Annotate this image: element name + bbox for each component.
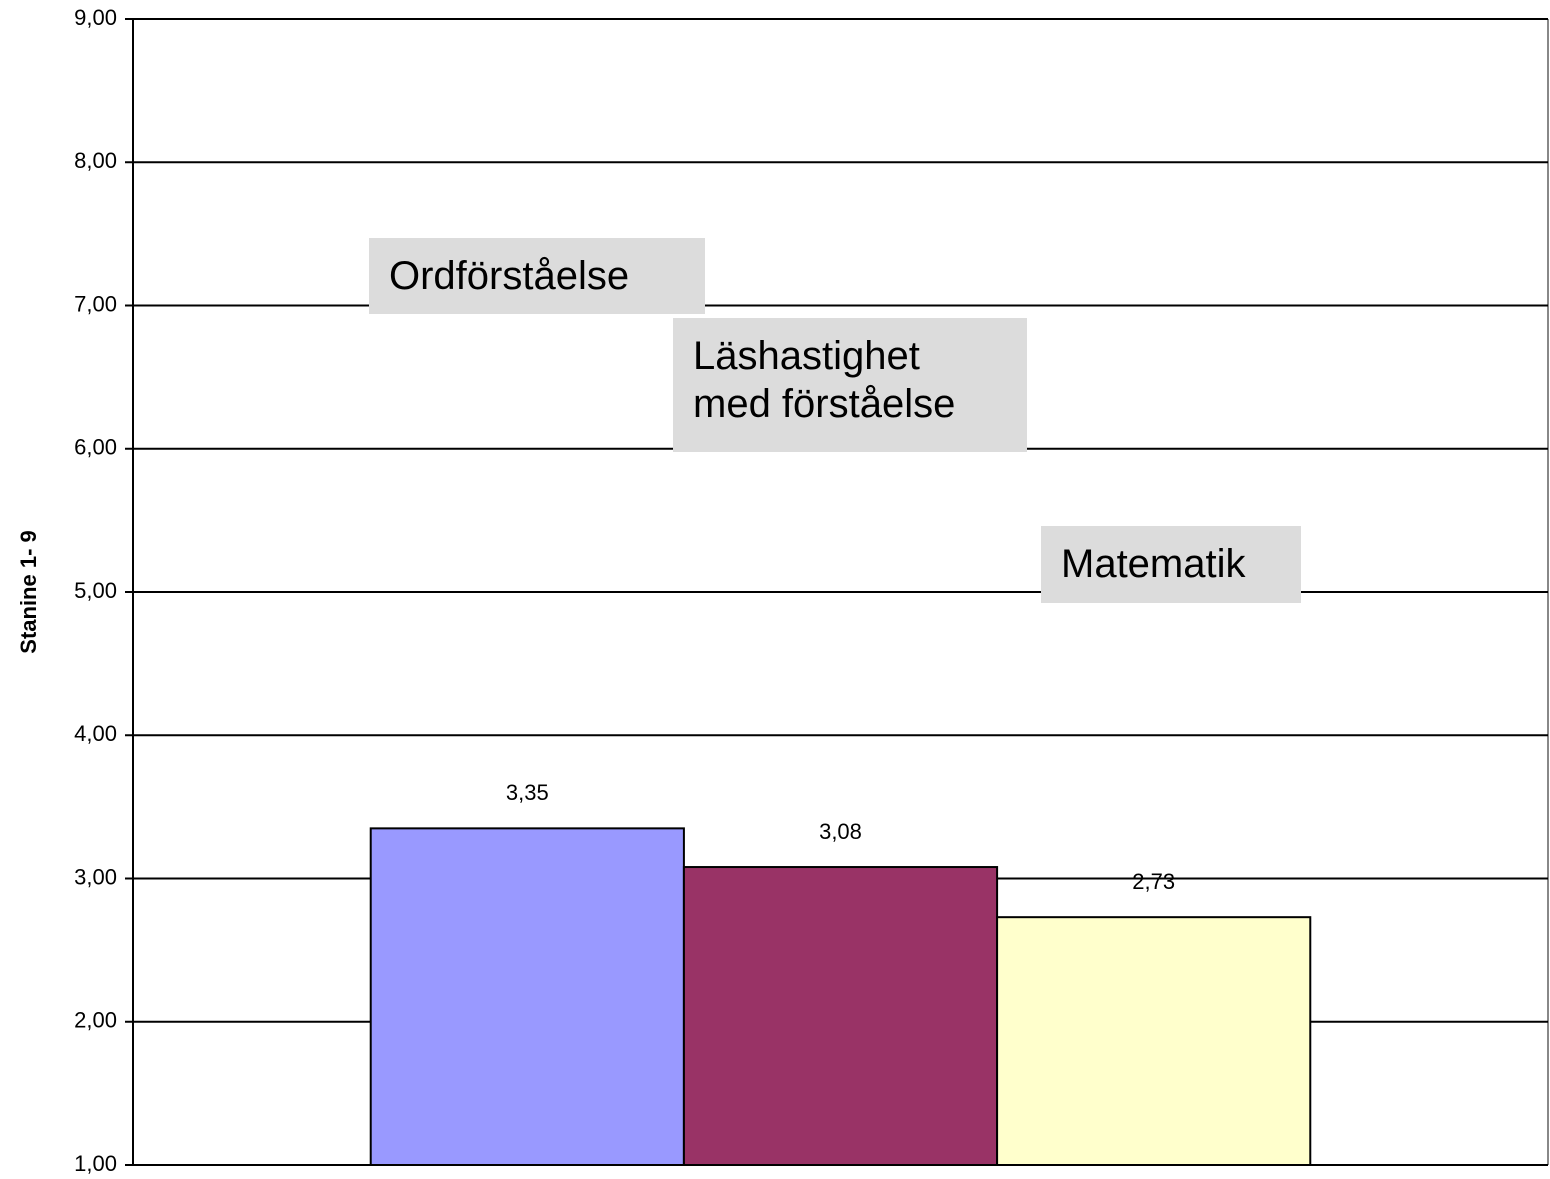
series-name-label: Matematik [1041,526,1301,603]
bar [996,916,1312,1166]
y-tick-label: 4,00 [74,721,117,746]
y-tick-label: 2,00 [74,1008,117,1033]
bar [369,827,685,1166]
bar [682,866,999,1166]
y-tick-label: 5,00 [74,578,117,603]
value-label: 3,08 [819,819,862,844]
series-name-label: Läshastighet med förståelse [673,318,1027,452]
series-name-label: Ordförståelse [369,238,705,314]
y-tick-label: 6,00 [74,435,117,460]
value-label: 3,35 [506,780,549,805]
value-label: 2,73 [1132,869,1175,894]
y-tick-label: 9,00 [74,5,117,30]
y-tick-label: 8,00 [74,148,117,173]
y-tick-label: 1,00 [74,1151,117,1176]
y-tick-label: 3,00 [74,864,117,889]
y-tick-label: 7,00 [74,291,117,316]
y-axis-label: Stanine 1- 9 [16,530,41,653]
